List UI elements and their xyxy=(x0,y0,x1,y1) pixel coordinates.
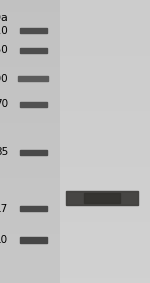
Bar xyxy=(20,28,46,33)
Text: 210: 210 xyxy=(0,25,8,36)
Bar xyxy=(20,48,46,53)
Text: kDa: kDa xyxy=(0,13,8,23)
Bar xyxy=(20,102,46,107)
Text: 150: 150 xyxy=(0,45,8,55)
Bar xyxy=(20,206,46,211)
Bar xyxy=(20,237,46,243)
Bar xyxy=(20,150,46,155)
Text: 10: 10 xyxy=(0,235,8,245)
Bar xyxy=(18,76,48,81)
Text: 70: 70 xyxy=(0,99,8,109)
Bar xyxy=(84,193,120,203)
Text: 17: 17 xyxy=(0,204,8,214)
Text: 35: 35 xyxy=(0,147,8,157)
Bar xyxy=(66,191,138,205)
Text: 100: 100 xyxy=(0,74,8,84)
